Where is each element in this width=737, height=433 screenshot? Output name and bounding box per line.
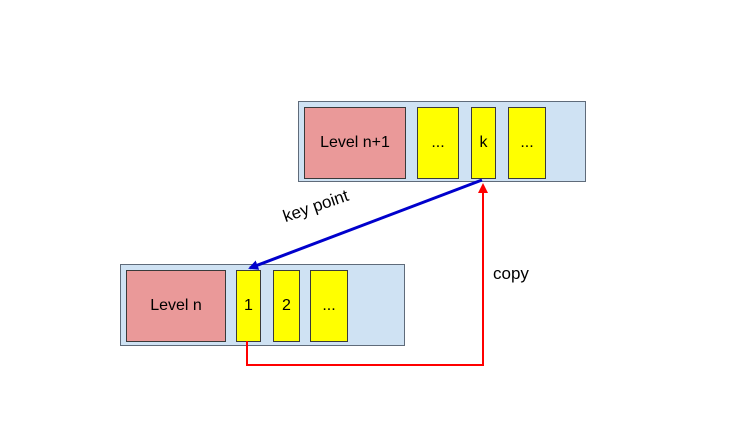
lower-cell-2-text: 2 [282,297,291,314]
upper-cell-k: k [471,107,496,179]
upper-level-container: Level n+1 ... k ... [298,101,586,182]
lower-cell-2: 2 [273,270,300,342]
upper-cell-k-text: k [479,134,488,151]
lower-level-label-text: Level n [150,297,202,314]
lower-cell-1-text: 1 [244,297,253,314]
upper-level-label-text: Level n+1 [320,134,390,151]
upper-cell-3: ... [508,107,546,179]
lower-cell-3: ... [310,270,348,342]
upper-cell-1-text: ... [431,134,445,151]
lower-cell-1: 1 [236,270,261,342]
copy-label: copy [493,264,529,283]
upper-level-label: Level n+1 [304,107,406,179]
copy-arrow [246,183,488,366]
key-point-arrow [248,178,483,270]
lower-cell-3-text: ... [322,297,336,314]
upper-cell-1: ... [417,107,459,179]
lower-level-label: Level n [126,270,226,342]
upper-cell-3-text: ... [520,134,534,151]
lower-level-container: Level n 1 2 ... [120,264,405,346]
